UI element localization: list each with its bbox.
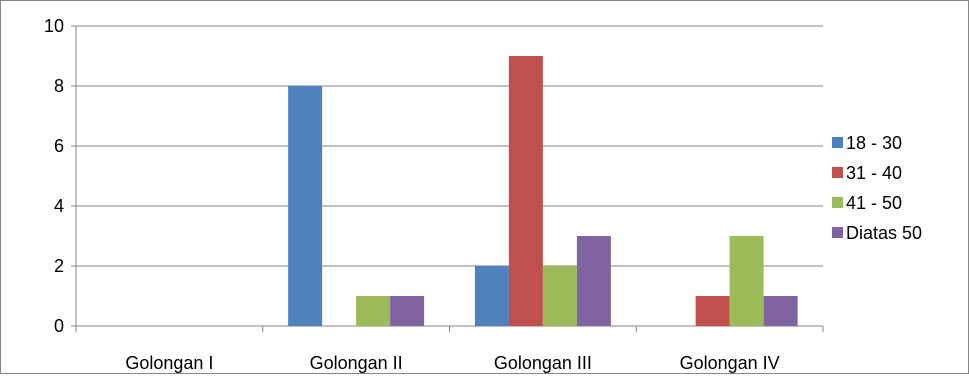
bar [390,296,425,326]
y-tick-label: 6 [54,136,64,156]
legend-swatch [832,227,843,238]
y-tick-label: 4 [54,196,64,216]
y-tick-label: 0 [54,316,64,336]
bar [288,86,323,326]
bar [576,236,611,326]
y-tick-label: 2 [54,256,64,276]
legend-label: 18 - 30 [846,133,902,153]
x-tick-label: Golongan II [310,353,403,373]
bar [695,296,730,326]
legend-label: 31 - 40 [846,163,902,183]
bar [729,236,764,326]
y-tick-label: 10 [44,16,64,36]
bar [763,296,798,326]
legend-swatch [832,167,843,178]
bar [474,266,509,326]
x-tick-label: Golongan III [494,353,592,373]
bar [508,56,543,326]
legend-label: Diatas 50 [846,223,922,243]
y-tick-label: 8 [54,76,64,96]
bar [356,296,391,326]
bar [542,266,577,326]
x-tick-label: Golongan I [125,353,213,373]
legend-swatch [832,137,843,148]
x-tick-label: Golongan IV [680,353,780,373]
legend-swatch [832,197,843,208]
legend-label: 41 - 50 [846,193,902,213]
